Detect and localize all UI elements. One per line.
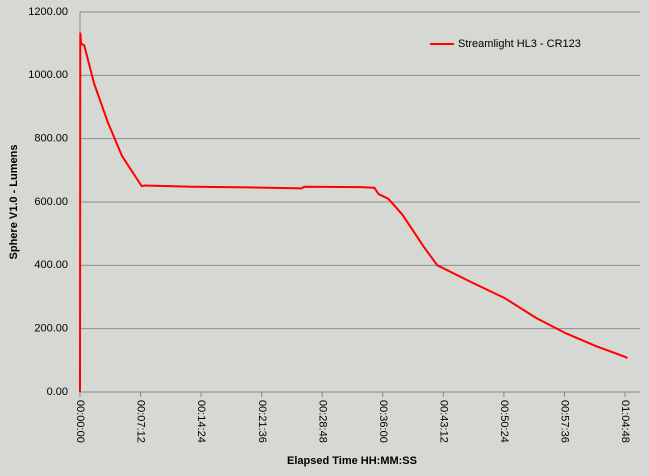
y-tick-label: 200.00 [34, 323, 68, 335]
x-tick-label: 00:36:00 [377, 400, 389, 443]
y-tick-label: 800.00 [34, 133, 68, 145]
x-tick-label: 00:21:36 [256, 400, 268, 443]
x-tick-label: 00:43:12 [437, 400, 449, 443]
x-axis-title: Elapsed Time HH:MM:SS [287, 455, 417, 467]
data-line [79, 32, 628, 393]
y-axis-title: Sphere V1.0 - Lumens [8, 145, 20, 260]
y-tick-label: 400.00 [34, 259, 68, 271]
y-tick-label: 1200.00 [28, 6, 68, 18]
y-tick-label: 0.00 [47, 386, 68, 398]
x-tick-label: 00:07:12 [135, 400, 147, 443]
x-tick-label: 00:57:36 [559, 400, 571, 443]
x-tick-label: 00:14:24 [195, 400, 207, 443]
x-tick-label: 00:00:00 [74, 400, 86, 443]
y-tick-label: 600.00 [34, 196, 68, 208]
y-tick-label: 1000.00 [28, 69, 68, 81]
legend-label: Streamlight HL3 - CR123 [458, 38, 581, 50]
x-tick-label: 00:28:48 [316, 400, 328, 443]
x-tick-label: 01:04:48 [619, 400, 631, 443]
x-tick-label: 00:50:24 [498, 400, 510, 443]
